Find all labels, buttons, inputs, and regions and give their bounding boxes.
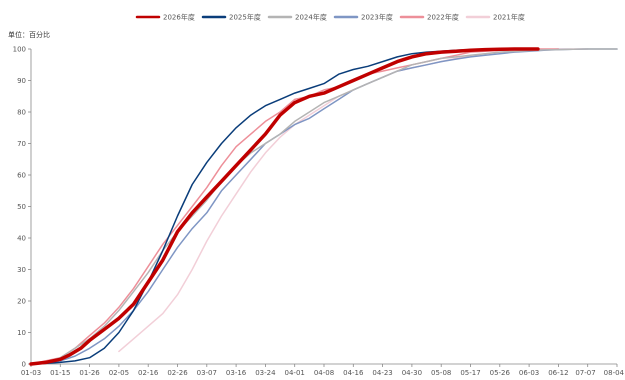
legend-label: 2026年度 xyxy=(163,13,195,22)
y-tick-label: 10 xyxy=(17,329,26,337)
y-tick-label: 50 xyxy=(17,203,26,211)
x-tick-label: 04-16 xyxy=(343,369,364,377)
legend-label: 2023年度 xyxy=(361,13,393,22)
y-tick-label: 70 xyxy=(17,140,26,148)
x-tick-label: 03-16 xyxy=(226,369,247,377)
legend-item: 2026年度 xyxy=(135,13,195,22)
legend-item: 2023年度 xyxy=(333,13,393,22)
x-tick-label: 01-15 xyxy=(50,369,70,377)
x-tick-label: 04-30 xyxy=(402,369,422,377)
unit-label: 单位：百分比 xyxy=(8,30,50,39)
legend-item: 2022年度 xyxy=(399,13,459,22)
x-tick-label: 06-12 xyxy=(548,369,568,377)
series-line-2022年度 xyxy=(30,48,560,365)
y-tick-label: 80 xyxy=(17,109,26,117)
series-line-2026年度 xyxy=(29,47,540,366)
legend-item: 2024年度 xyxy=(267,13,327,22)
x-tick-label: 05-26 xyxy=(490,369,511,377)
legend-label: 2021年度 xyxy=(493,13,525,22)
series-line-2021年度 xyxy=(118,48,589,353)
x-tick-label: 05-08 xyxy=(431,369,451,377)
legend-label: 2024年度 xyxy=(295,13,327,22)
y-tick-label: 30 xyxy=(17,266,26,274)
y-tick-label: 60 xyxy=(17,172,26,180)
x-tick-label: 01-03 xyxy=(21,369,41,377)
y-tick-label: 90 xyxy=(17,77,26,85)
x-tick-label: 04-23 xyxy=(372,369,392,377)
legend-item: 2021年度 xyxy=(465,13,525,22)
legend: 2026年度 2025年度 2024年度 2023年度 2022年度 2021年度 xyxy=(135,13,525,22)
legend-label: 2025年度 xyxy=(229,13,261,22)
x-tick-label: 04-08 xyxy=(314,369,334,377)
y-tick-label: 100 xyxy=(13,46,26,54)
x-axis: 01-03 01-15 01-26 02-05 02-16 02-26 03-07 03-16… xyxy=(21,363,625,377)
series-line-2025年度 xyxy=(30,48,501,365)
x-tick-label: 03-07 xyxy=(197,369,217,377)
y-tick-label: 40 xyxy=(17,235,26,243)
legend-item: 2025年度 xyxy=(201,13,261,22)
x-tick-label: 06-03 xyxy=(519,369,539,377)
x-tick-label: 08-04 xyxy=(604,369,625,377)
series-layer xyxy=(29,47,618,366)
x-tick-label: 03-24 xyxy=(255,369,276,377)
x-tick-label: 01-26 xyxy=(79,369,100,377)
x-tick-label: 04-01 xyxy=(285,369,305,377)
series-line-2024年度 xyxy=(30,48,618,365)
x-tick-label: 02-26 xyxy=(167,369,188,377)
y-axis: 0 10 20 30 40 50 60 70 80 90 100 xyxy=(13,46,32,369)
x-tick-label: 07-07 xyxy=(575,369,595,377)
x-tick-label: 05-17 xyxy=(460,369,480,377)
legend-label: 2022年度 xyxy=(427,13,459,22)
y-tick-label: 20 xyxy=(17,298,26,306)
x-tick-label: 02-16 xyxy=(138,369,159,377)
x-tick-label: 02-05 xyxy=(109,369,129,377)
y-tick-label: 0 xyxy=(22,361,26,369)
